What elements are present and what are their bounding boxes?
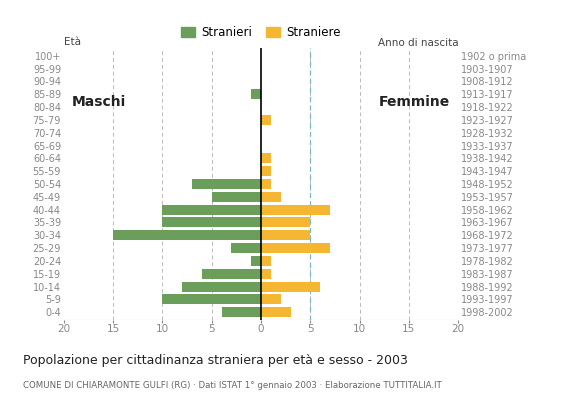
Bar	[251, 256, 261, 266]
Bar	[231, 243, 261, 253]
Bar	[261, 192, 281, 202]
Bar	[261, 243, 330, 253]
Bar	[222, 307, 261, 317]
Text: Popolazione per cittadinanza straniera per età e sesso - 2003: Popolazione per cittadinanza straniera p…	[23, 354, 408, 367]
Text: Femmine: Femmine	[379, 95, 450, 109]
Bar	[162, 294, 261, 304]
Bar	[261, 269, 271, 279]
Bar	[261, 166, 271, 176]
Bar	[212, 192, 261, 202]
Bar	[261, 230, 310, 240]
Bar	[162, 218, 261, 228]
Bar	[182, 282, 261, 292]
Bar	[162, 205, 261, 215]
Text: Età: Età	[64, 37, 81, 47]
Text: COMUNE DI CHIARAMONTE GULFI (RG) · Dati ISTAT 1° gennaio 2003 · Elaborazione TUT: COMUNE DI CHIARAMONTE GULFI (RG) · Dati …	[23, 381, 442, 390]
Bar	[261, 153, 271, 163]
Bar	[261, 115, 271, 125]
Text: Maschi: Maschi	[72, 95, 126, 109]
Bar	[261, 179, 271, 189]
Bar	[192, 179, 261, 189]
Legend: Stranieri, Straniere: Stranieri, Straniere	[176, 21, 346, 44]
Bar	[261, 282, 320, 292]
Bar	[113, 230, 261, 240]
Bar	[251, 89, 261, 99]
Bar	[261, 307, 291, 317]
Bar	[261, 294, 281, 304]
Bar	[261, 205, 330, 215]
Text: Anno di nascita: Anno di nascita	[378, 38, 458, 48]
Bar	[202, 269, 261, 279]
Bar	[261, 256, 271, 266]
Bar	[261, 218, 310, 228]
